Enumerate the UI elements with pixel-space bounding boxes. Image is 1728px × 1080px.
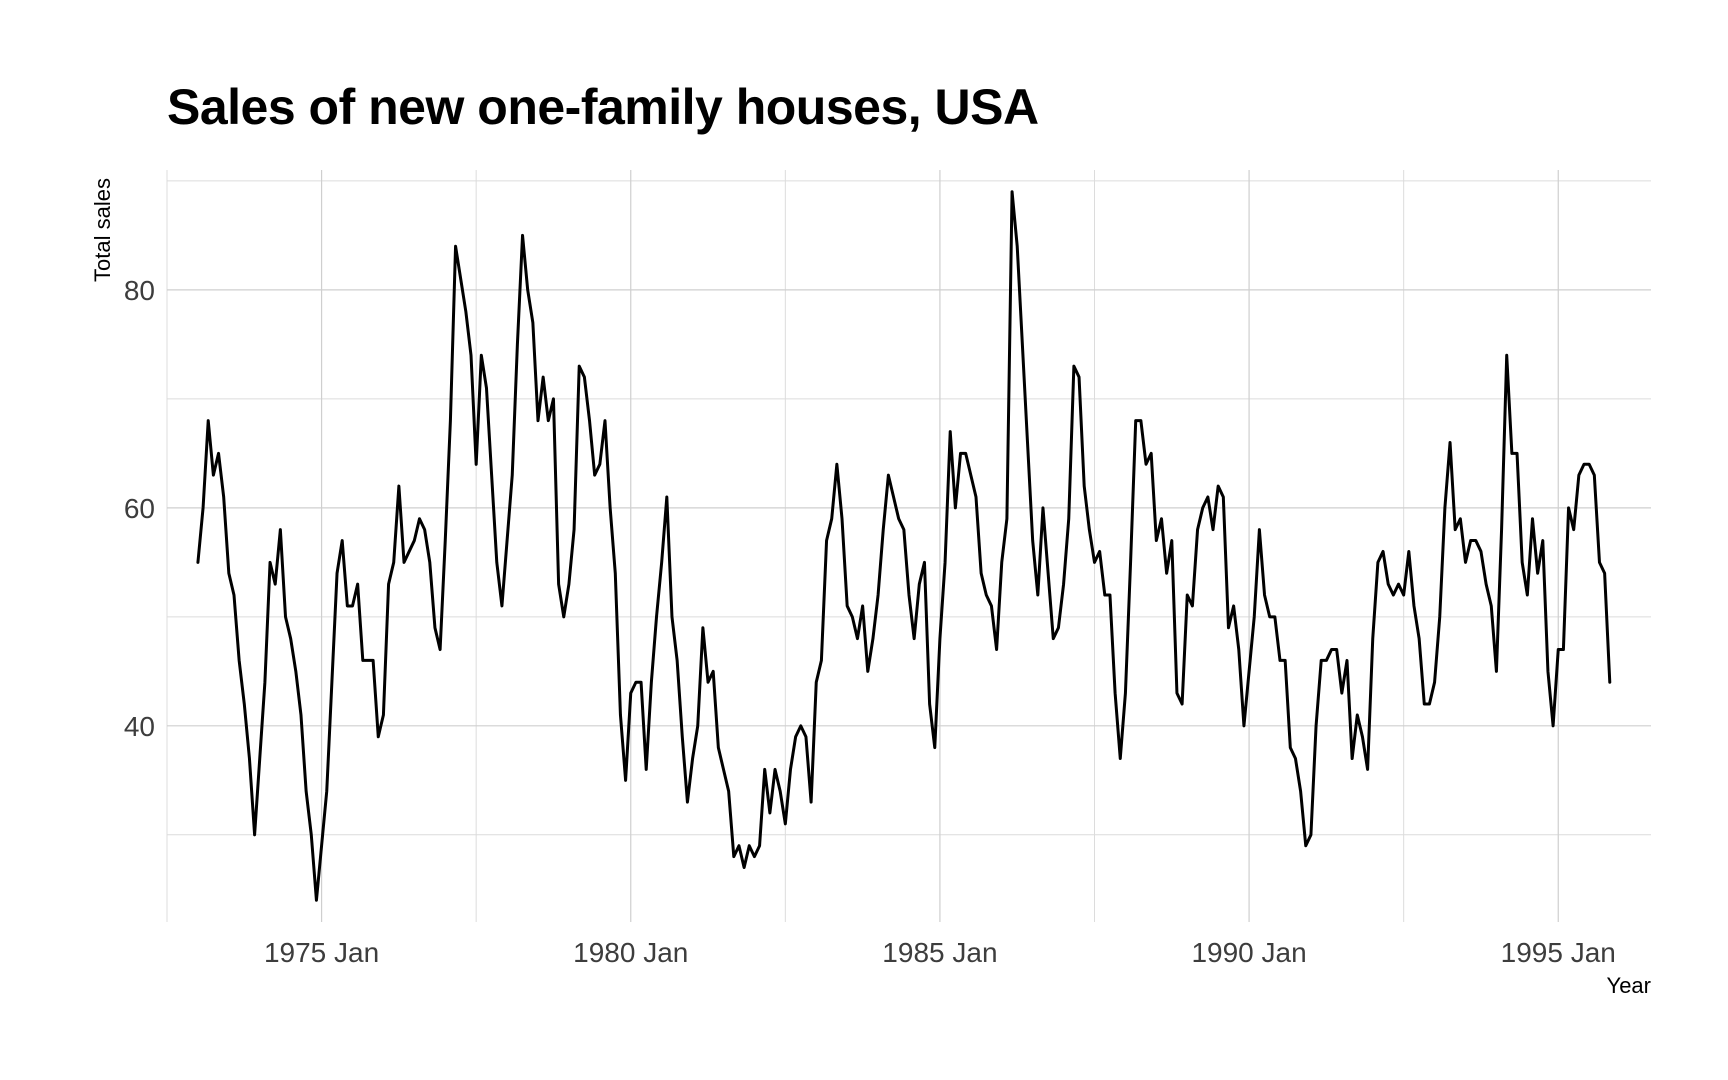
y-axis-title: Total sales — [90, 178, 115, 282]
y-tick-label: 80 — [124, 275, 155, 306]
major-gridlines — [167, 170, 1651, 922]
y-tick-label: 60 — [124, 493, 155, 524]
series-layer — [196, 190, 1612, 902]
x-tick-label: 1975 Jan — [264, 937, 379, 968]
chart-title: Sales of new one-family houses, USA — [167, 79, 1039, 135]
x-tick-label: 1985 Jan — [882, 937, 997, 968]
x-axis-title: Year — [1607, 973, 1651, 998]
x-tick-label: 1995 Jan — [1501, 937, 1616, 968]
minor-gridlines — [166, 170, 1651, 922]
x-tick-label: 1980 Jan — [573, 937, 688, 968]
x-tick-label: 1990 Jan — [1191, 937, 1306, 968]
y-tick-label: 40 — [124, 711, 155, 742]
y-axis-ticks: 40 60 80 — [124, 275, 155, 742]
series-line-0 — [196, 190, 1612, 902]
x-axis-ticks: 1975 Jan 1980 Jan 1985 Jan 1990 Jan 1995 Jan — [264, 937, 1616, 968]
